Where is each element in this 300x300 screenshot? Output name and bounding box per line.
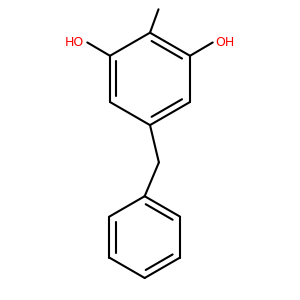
Text: OH: OH (215, 36, 235, 49)
Text: HO: HO (65, 36, 85, 49)
